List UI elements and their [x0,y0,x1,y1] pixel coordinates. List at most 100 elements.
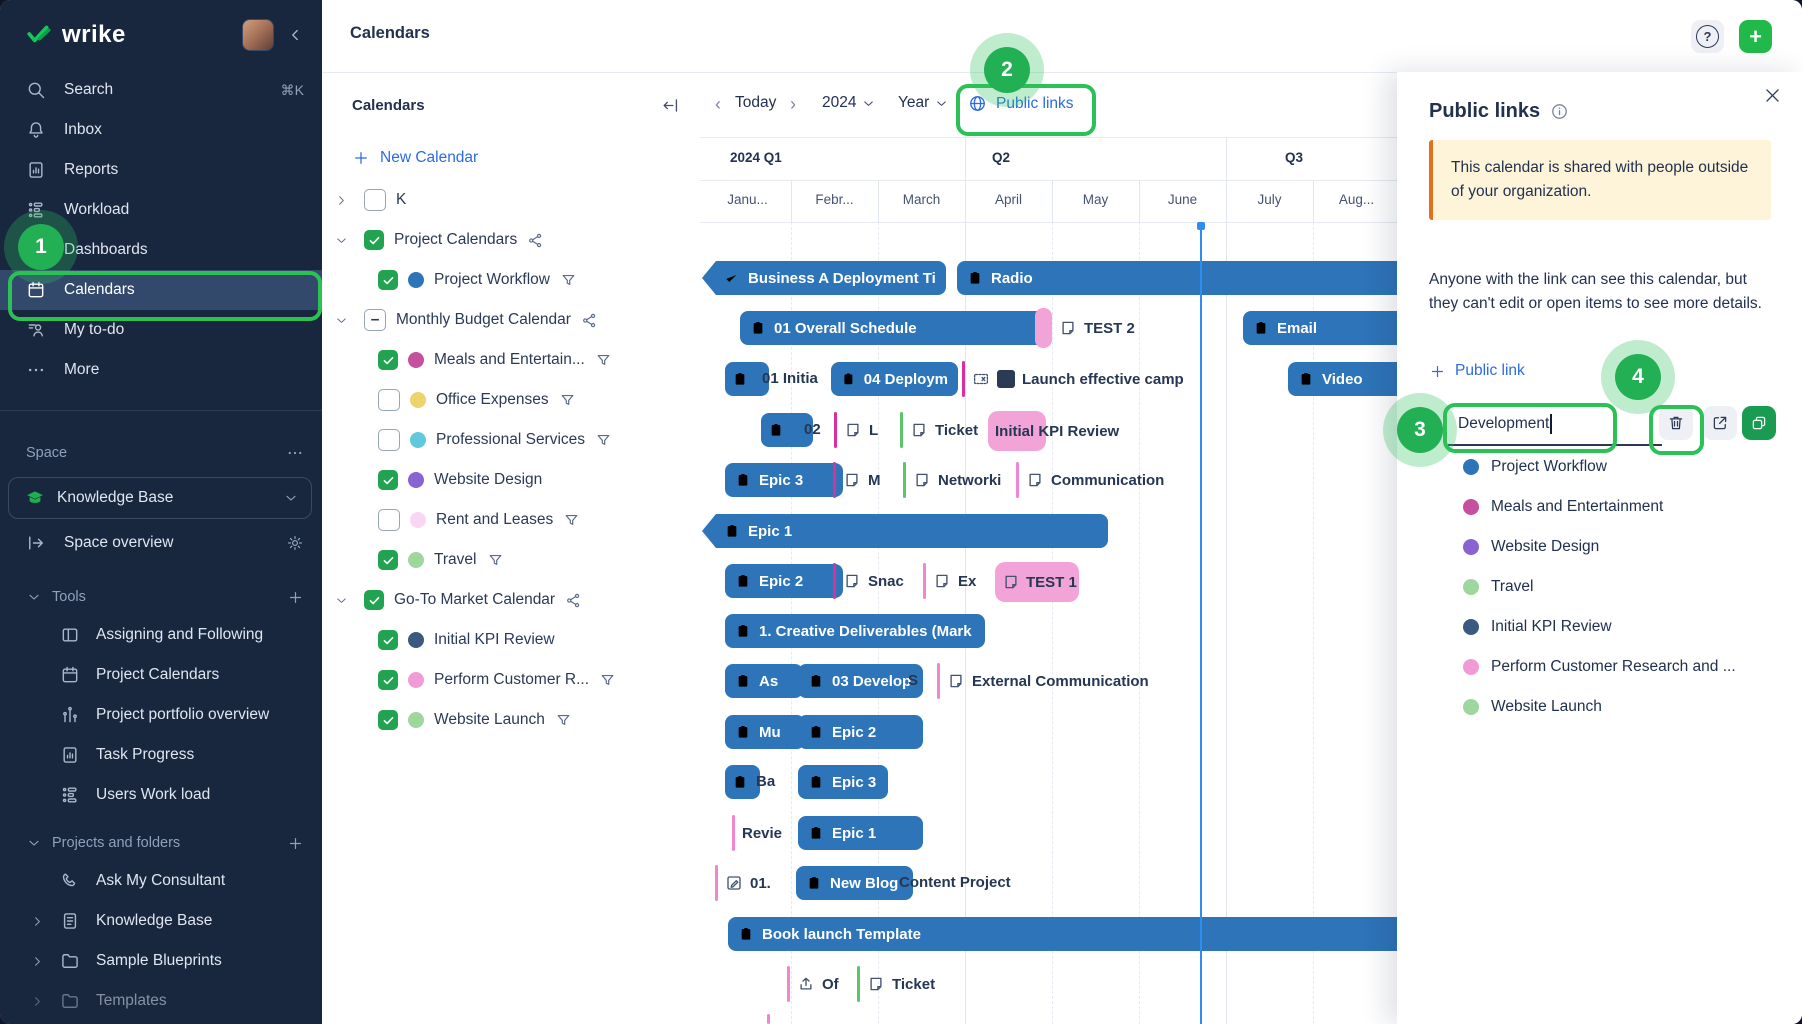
task-bar[interactable]: Mu [725,715,805,749]
checkbox[interactable] [364,590,384,610]
task-bar[interactable] [761,413,813,447]
milestone[interactable]: External Communication [937,662,1149,700]
chevron-right-icon[interactable] [334,193,354,208]
task-bar[interactable]: Epic 3 [798,765,888,799]
sidebar-item-ask-my-consultant[interactable]: Ask My Consultant [0,861,322,901]
sidebar-item-templates[interactable]: Templates [0,981,322,1021]
milestone[interactable]: Launch effective camp [962,360,1184,398]
sidebar-item-inbox[interactable]: Inbox [0,110,322,150]
link-name-input[interactable]: Development [1448,404,1662,446]
close-icon[interactable] [1763,86,1782,105]
tree-item-go-to-market[interactable]: Go-To Market Calendar [322,580,700,620]
milestone[interactable]: 01. [715,864,771,902]
filter-icon[interactable] [487,552,504,569]
filter-icon[interactable] [555,712,572,729]
share-icon[interactable] [527,232,544,249]
sidebar-item-sample-blueprints[interactable]: Sample Blueprints [0,941,322,981]
milestone-highlighted[interactable]: TEST 1 [995,562,1079,602]
filter-icon[interactable] [559,392,576,409]
new-calendar-button[interactable]: New Calendar [322,138,700,178]
milestone[interactable]: Revie [732,814,782,852]
avatar[interactable] [242,19,274,51]
milestone[interactable]: Ticket [857,965,935,1003]
chevron-right-icon[interactable] [30,994,45,1009]
checkbox[interactable] [378,670,398,690]
prev-button[interactable]: ‹ [715,94,721,114]
checkbox[interactable] [378,710,398,730]
sidebar-item-task-progress[interactable]: Task Progress [0,735,322,775]
task-bar[interactable]: 03 Develop [798,664,923,698]
task-bar[interactable]: Email [1243,311,1423,345]
checkbox[interactable] [378,630,398,650]
task-bar[interactable]: Radio [957,261,1425,295]
plus-icon[interactable] [287,589,304,606]
checkbox[interactable] [378,270,398,290]
task-bar[interactable]: Epic 1 [798,816,923,850]
tree-item-professional-services[interactable]: Professional Services [322,420,700,460]
checkbox[interactable] [378,550,398,570]
checkbox[interactable] [364,189,386,211]
task-label[interactable]: 01 Initia [762,370,818,387]
sidebar-item-workload[interactable]: Workload [0,190,322,230]
filter-icon[interactable] [599,672,616,689]
sidebar-item-search[interactable]: Search ⌘K [0,70,322,110]
plus-icon[interactable] [287,835,304,852]
tools-section-header[interactable]: Tools [0,579,322,615]
task-bar[interactable]: Epic 2 [798,715,923,749]
project-bar[interactable]: Epic 1 [702,514,1108,548]
checkbox-mixed[interactable]: – [364,309,386,331]
milestone[interactable]: TEST 2 [1035,308,1135,348]
milestone-highlighted[interactable]: Initial KPI Review [988,411,1119,451]
open-link-button[interactable] [1703,406,1737,440]
info-icon[interactable] [1550,102,1569,121]
chevron-down-icon[interactable] [334,313,354,328]
task-bar[interactable] [725,362,769,396]
year-select[interactable]: 2024 [822,94,876,112]
gear-icon[interactable] [286,534,304,552]
chevron-right-icon[interactable] [30,914,45,929]
task-bar[interactable]: Epic 3 [725,463,843,497]
sidebar-item-calendars[interactable]: Calendars [0,270,322,310]
project-bar[interactable]: Book launch Template [728,917,1424,951]
sidebar-item-users-workload[interactable]: Users Work load [0,775,322,815]
filter-icon[interactable] [560,272,577,289]
milestone[interactable]: Snac [833,562,904,600]
task-bar[interactable]: New Blog [796,866,913,900]
sidebar-item-assigning-following[interactable]: Assigning and Following [0,615,322,655]
tree-item-project-workflow[interactable]: Project Workflow [322,260,700,300]
delete-link-button[interactable] [1659,406,1693,440]
checkbox[interactable] [378,429,400,451]
tree-item-meals[interactable]: Meals and Entertain... [322,340,700,380]
checkbox[interactable] [364,230,384,250]
space-selector[interactable]: Knowledge Base [8,477,312,519]
collapse-sidebar-icon[interactable] [286,26,304,44]
task-bar[interactable]: Epic 2 [725,564,843,598]
tree-item-initial-kpi[interactable]: Initial KPI Review [322,620,700,660]
tree-item-perform-customer[interactable]: Perform Customer R... [322,660,700,700]
space-menu-icon[interactable] [286,444,304,462]
milestone[interactable]: Communication [1016,461,1164,499]
public-links-button[interactable]: Public links [968,94,1074,113]
share-icon[interactable] [581,312,598,329]
sidebar-item-reports[interactable]: Reports [0,150,322,190]
view-select[interactable]: Year [898,94,949,112]
task-label[interactable]: Ba [756,773,776,790]
tree-item-rent-leases[interactable]: Rent and Leases [322,500,700,540]
tree-item-website-launch[interactable]: Website Launch [322,700,700,740]
tree-item-k[interactable]: K [322,180,700,220]
help-button[interactable]: ? [1691,20,1724,53]
copy-link-button[interactable] [1742,406,1776,440]
chevron-down-icon[interactable] [334,593,354,608]
milestone[interactable]: Ex [923,562,976,600]
collapse-panel-icon[interactable] [661,96,680,115]
tree-item-project-calendars[interactable]: Project Calendars [322,220,700,260]
sidebar-item-more[interactable]: More [0,350,322,390]
task-bar[interactable]: Business A Deployment Ti [702,261,946,295]
tree-item-office-expenses[interactable]: Office Expenses [322,380,700,420]
milestone[interactable]: Of [787,965,839,1003]
chevron-right-icon[interactable] [30,954,45,969]
filter-icon[interactable] [595,352,612,369]
tree-item-monthly-budget[interactable]: – Monthly Budget Calendar [322,300,700,340]
task-label[interactable]: 02 [804,421,821,438]
add-button[interactable]: + [1739,20,1772,53]
